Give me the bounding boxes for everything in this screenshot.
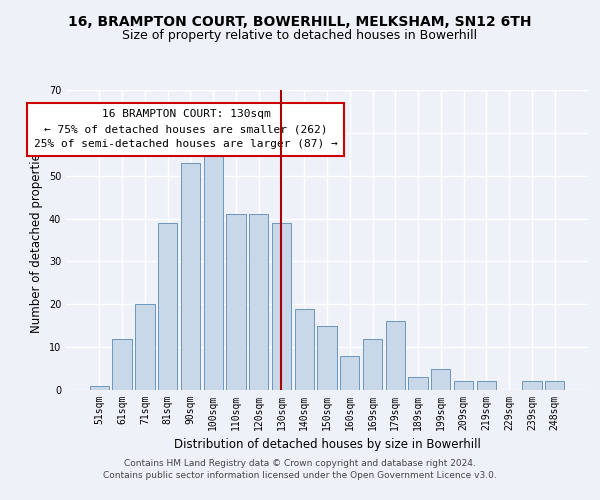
Bar bbox=[454, 382, 473, 390]
Bar bbox=[135, 304, 155, 390]
Text: Contains HM Land Registry data © Crown copyright and database right 2024.: Contains HM Land Registry data © Crown c… bbox=[124, 460, 476, 468]
Bar bbox=[158, 223, 178, 390]
Text: Contains public sector information licensed under the Open Government Licence v3: Contains public sector information licen… bbox=[103, 472, 497, 480]
Bar bbox=[249, 214, 268, 390]
Bar bbox=[181, 163, 200, 390]
Bar bbox=[431, 368, 451, 390]
Bar bbox=[363, 338, 382, 390]
Text: Size of property relative to detached houses in Bowerhill: Size of property relative to detached ho… bbox=[122, 28, 478, 42]
Bar bbox=[295, 308, 314, 390]
Bar bbox=[340, 356, 359, 390]
Bar bbox=[272, 223, 291, 390]
Bar bbox=[203, 142, 223, 390]
Bar bbox=[386, 322, 405, 390]
Bar bbox=[409, 377, 428, 390]
Bar bbox=[522, 382, 542, 390]
Bar bbox=[317, 326, 337, 390]
Bar bbox=[226, 214, 245, 390]
Bar bbox=[476, 382, 496, 390]
Text: 16, BRAMPTON COURT, BOWERHILL, MELKSHAM, SN12 6TH: 16, BRAMPTON COURT, BOWERHILL, MELKSHAM,… bbox=[68, 16, 532, 30]
Bar bbox=[90, 386, 109, 390]
Bar bbox=[545, 382, 564, 390]
Bar bbox=[112, 338, 132, 390]
Text: 16 BRAMPTON COURT: 130sqm
← 75% of detached houses are smaller (262)
25% of semi: 16 BRAMPTON COURT: 130sqm ← 75% of detac… bbox=[34, 110, 338, 149]
Y-axis label: Number of detached properties: Number of detached properties bbox=[30, 147, 43, 333]
X-axis label: Distribution of detached houses by size in Bowerhill: Distribution of detached houses by size … bbox=[173, 438, 481, 452]
